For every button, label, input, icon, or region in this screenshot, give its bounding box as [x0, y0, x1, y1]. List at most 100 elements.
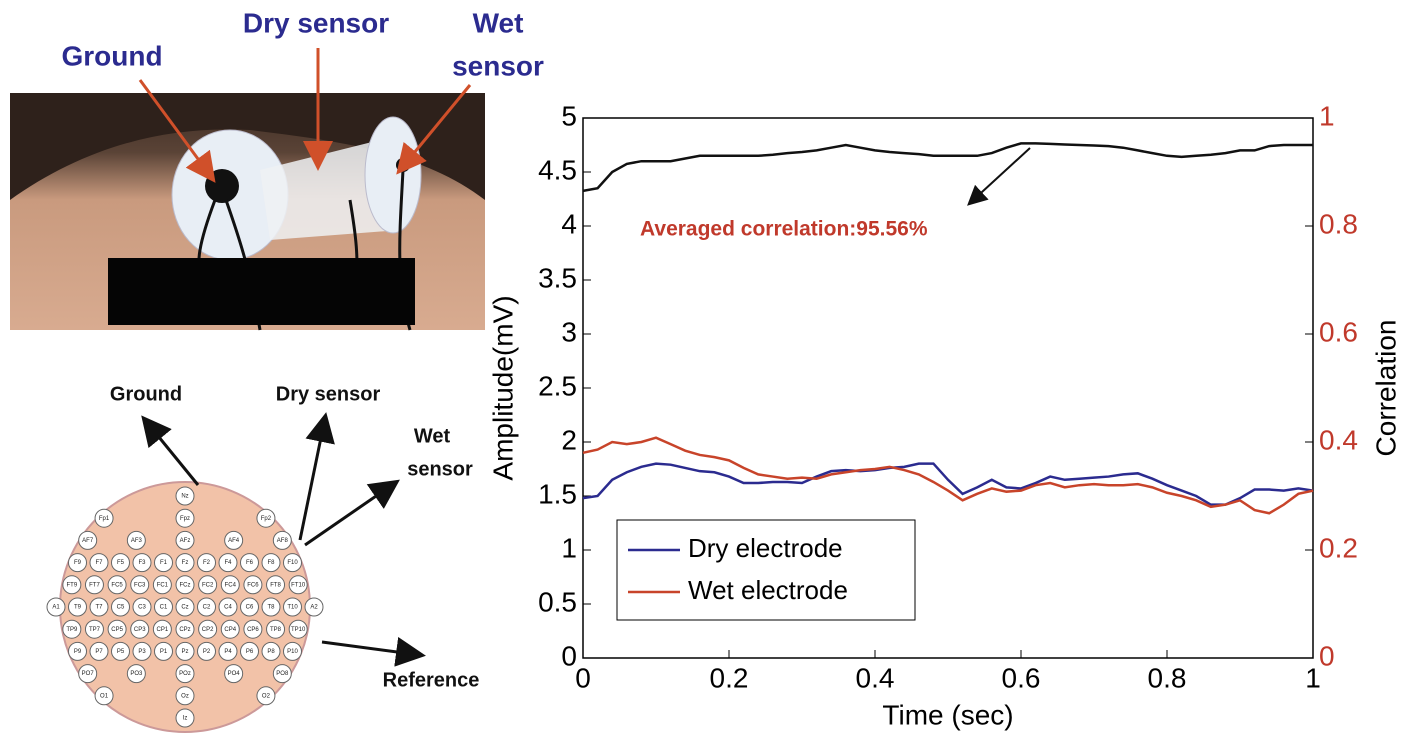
diagram-label: Ground: [110, 383, 182, 405]
x-tick-label: 1: [1305, 662, 1321, 693]
electrode: [67, 641, 87, 661]
y-tick-label: 4: [561, 208, 577, 239]
electrode: [197, 597, 216, 617]
x-tick-label: 0.6: [1002, 662, 1041, 693]
electrode-label: CP4: [224, 627, 236, 633]
electrode-label: TP7: [89, 627, 101, 633]
diagram-label: sensor: [407, 458, 473, 480]
electrode: [220, 619, 240, 639]
electrode-label: PO8: [276, 671, 289, 677]
electrode-label: FT9: [66, 582, 77, 588]
electrode: [130, 575, 150, 595]
electrode: [256, 508, 276, 528]
electrode: [197, 553, 217, 573]
electrode: [84, 575, 104, 595]
electrode-label: F5: [117, 560, 125, 566]
diagram-label: Reference: [383, 669, 480, 691]
electrode: [153, 553, 173, 573]
electrode-label: C1: [160, 605, 168, 611]
electrode: [240, 641, 260, 661]
electrode: [67, 553, 87, 573]
electrode: [175, 664, 195, 684]
electrode-label: C4: [224, 605, 232, 611]
electrode: [110, 641, 130, 661]
electrode: [256, 686, 276, 706]
electrode-label: F4: [224, 560, 232, 566]
electrode: [261, 597, 281, 617]
electrode-label: P3: [138, 649, 146, 655]
electrode-label: PO4: [228, 671, 241, 677]
electrode-label: CPz: [179, 627, 190, 633]
y-tick-label: 3: [561, 316, 577, 347]
electrode-label: F2: [203, 560, 211, 566]
electrode: [240, 597, 259, 617]
electrode: [132, 597, 152, 617]
legend-label: Dry electrode: [688, 533, 843, 563]
electrode: [175, 641, 195, 661]
electrode-label: A2: [310, 605, 318, 611]
diagram-label: Dry sensor: [276, 383, 381, 405]
electrode-label: Fp2: [261, 516, 272, 522]
electrode: [283, 553, 303, 573]
x-tick-label: 0.2: [710, 662, 749, 693]
electrode: [175, 597, 195, 617]
electrode: [111, 597, 130, 617]
electrode-label: T10: [287, 605, 298, 611]
electrode: [152, 619, 172, 639]
electrode: [68, 597, 87, 617]
electrode-label: T8: [267, 605, 275, 611]
electrode: [272, 664, 292, 684]
electrode-label: O2: [262, 693, 271, 699]
y-tick-label: 2.5: [538, 370, 577, 401]
electrode-label: PO3: [130, 671, 143, 677]
electrode-label: P7: [95, 649, 103, 655]
series-line: [582, 436, 1314, 515]
annotation: Averaged correlation:95.56%: [640, 218, 928, 241]
y2-tick-label: 0.6: [1319, 316, 1358, 347]
annotation-arrow: [967, 147, 1031, 206]
electrode: [84, 619, 104, 639]
electrode: [130, 619, 150, 639]
series-line: [582, 462, 1314, 506]
electrode-label: AF8: [277, 538, 289, 544]
electrode: [153, 641, 173, 661]
electrode-label: T7: [95, 605, 103, 611]
electrode-label: P6: [246, 649, 254, 655]
electrode: [175, 575, 195, 595]
electrode-label: AF3: [131, 538, 143, 544]
electrode: [132, 553, 152, 573]
electrode-label: FC5: [111, 582, 123, 588]
electrode-label: C6: [246, 605, 254, 611]
electrode-label: CP2: [202, 627, 214, 633]
legend-box: [616, 519, 916, 621]
electrode-label: TP9: [66, 627, 78, 633]
electrode-label: FT10: [291, 582, 306, 588]
electrode: [224, 664, 244, 684]
electrode: [62, 619, 82, 639]
electrode: [266, 575, 286, 595]
y-tick-label: 1.5: [538, 478, 577, 509]
electrode: [78, 664, 98, 684]
electrode: [175, 686, 195, 706]
electrode: [152, 575, 172, 595]
electrode-label: Iz: [183, 716, 188, 722]
electrode-label: Fz: [182, 560, 189, 566]
electrode: [154, 597, 173, 617]
electrode-label: P8: [267, 649, 275, 655]
electrode-label: C3: [138, 605, 146, 611]
photo-label: Dry sensor: [243, 7, 389, 38]
electrode-label: C2: [203, 605, 211, 611]
electrode: [78, 530, 98, 550]
electrode-label: TP8: [270, 627, 282, 633]
electrode-label: P5: [117, 649, 125, 655]
electrode-label: Pz: [181, 649, 188, 655]
electrode: [198, 619, 218, 639]
electrode: [94, 508, 114, 528]
electrode-label: TP10: [291, 627, 306, 633]
electrode-label: CP3: [134, 627, 146, 633]
y2-tick-label: 1: [1319, 100, 1335, 131]
electrode: [288, 619, 308, 639]
electrode: [46, 597, 66, 617]
electrode-label: FC4: [225, 582, 237, 588]
